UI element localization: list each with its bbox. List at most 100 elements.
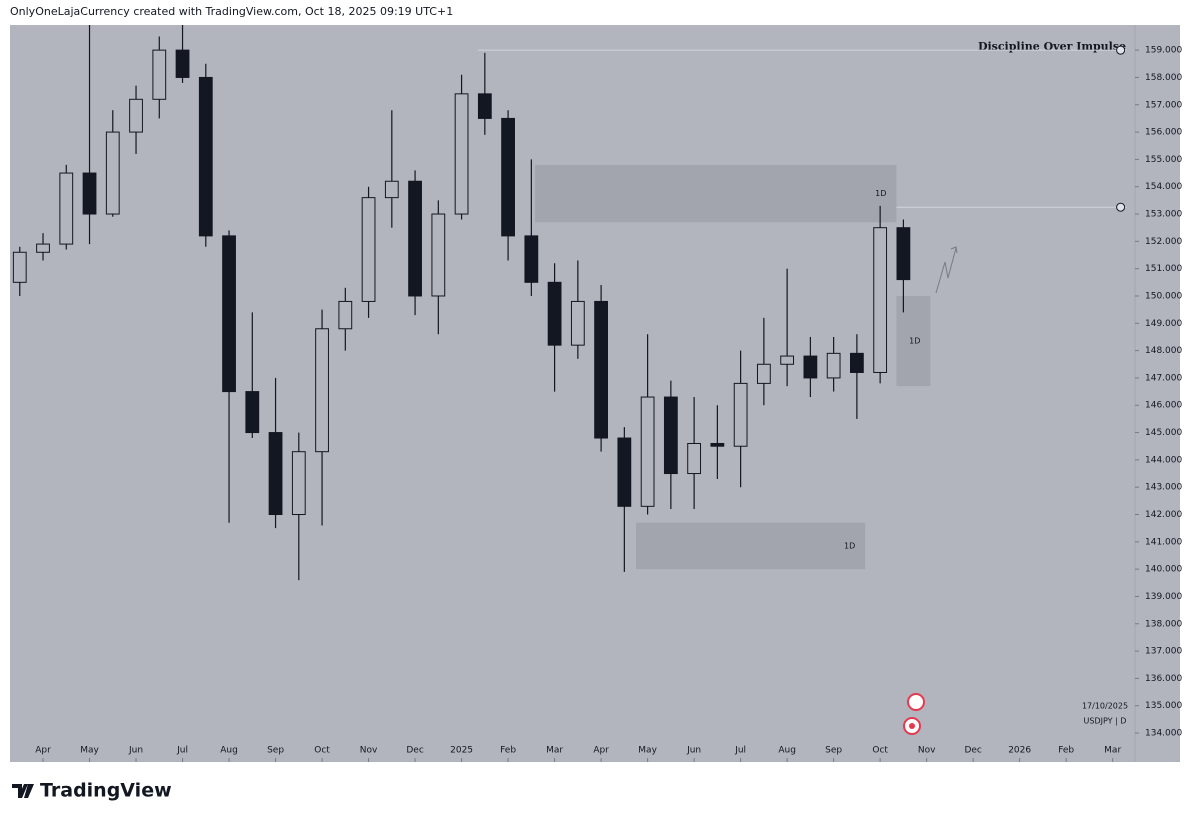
candle-body <box>431 213 446 297</box>
candle-body <box>129 98 143 133</box>
x-tick-label: Sep <box>825 746 842 756</box>
x-tick-label: Jun <box>128 746 143 756</box>
candle-body <box>268 432 283 516</box>
y-tick-label: 136.000 <box>1145 674 1182 684</box>
zone-label: 1D <box>844 541 855 550</box>
x-tick-label: May <box>638 746 657 756</box>
y-tick-label: 158.000 <box>1145 73 1182 83</box>
x-tick-label: May <box>80 746 99 756</box>
candle-body <box>501 117 515 237</box>
x-tick-label: Mar <box>1104 746 1121 756</box>
x-tick-label: Oct <box>314 746 330 756</box>
y-tick-label: 137.000 <box>1145 647 1182 657</box>
x-tick-label: 2025 <box>450 746 473 756</box>
logo-mark <box>12 784 34 798</box>
x-tick-label: Nov <box>360 746 378 756</box>
y-tick-label: 148.000 <box>1145 346 1182 356</box>
logo: TradingView <box>12 780 172 802</box>
y-tick-label: 142.000 <box>1145 510 1182 520</box>
header: OnlyOneLajaCurrency created with Trading… <box>10 5 453 18</box>
candle-body <box>687 442 702 475</box>
y-tick-label: 139.000 <box>1145 592 1182 602</box>
y-tick-label: 143.000 <box>1145 483 1182 493</box>
x-tick-label: Dec <box>406 746 423 756</box>
y-tick-label: 150.000 <box>1145 291 1182 301</box>
candle-body <box>12 251 27 283</box>
x-tick-label: Apr <box>35 746 51 756</box>
candle-body <box>152 49 167 100</box>
y-tick-label: 141.000 <box>1145 537 1182 547</box>
y-tick-label: 155.000 <box>1145 155 1182 165</box>
y-tick-label: 159.000 <box>1145 46 1182 56</box>
y-tick-label: 149.000 <box>1145 319 1182 329</box>
plot: 1D 1D 1D <box>12 25 1127 581</box>
chart-title: Discipline Over Impulse <box>978 40 1126 53</box>
zone <box>896 295 931 387</box>
candle-body <box>291 451 306 516</box>
candle-body <box>756 363 771 384</box>
x-tick-label: Aug <box>220 746 238 756</box>
candle-body <box>408 180 422 297</box>
x-tick-label: Jul <box>734 746 746 756</box>
candle-body <box>617 437 632 507</box>
candle-body <box>640 396 655 507</box>
y-tick-label: 146.000 <box>1145 401 1182 411</box>
candle-body <box>873 227 888 373</box>
candle-body <box>315 328 329 453</box>
symbol-label: USDJPY | D <box>1084 717 1127 726</box>
y-tick-label: 138.000 <box>1145 619 1182 629</box>
candle-body <box>547 281 562 346</box>
zone <box>535 164 897 223</box>
candle-body <box>59 172 74 245</box>
y-tick-label: 140.000 <box>1145 565 1182 575</box>
x-tick-label: Mar <box>546 746 563 756</box>
logo-text: TradingView <box>40 780 172 802</box>
zone <box>635 522 866 570</box>
candle-body <box>175 49 190 78</box>
y-tick-label: 154.000 <box>1145 182 1182 192</box>
candle-body <box>105 131 120 215</box>
candle-body <box>733 382 748 447</box>
x-tick-label: Apr <box>593 746 609 756</box>
candle-body <box>896 227 911 281</box>
candle-body <box>780 355 795 365</box>
x-tick-label: Jun <box>686 746 701 756</box>
candle-body <box>338 300 353 330</box>
x-tick-label: Oct <box>872 746 888 756</box>
candle-body <box>222 235 236 393</box>
x-tick-label: 2026 <box>1008 746 1031 756</box>
x-tick-label: Dec <box>964 746 981 756</box>
x-tick-label: Feb <box>500 746 516 756</box>
date-label: 17/10/2025 <box>1082 702 1128 711</box>
flag-icon <box>909 723 915 729</box>
level-icon <box>1116 45 1126 55</box>
candle-body <box>594 300 608 439</box>
zone-label: 1D <box>875 189 886 198</box>
candle-body <box>524 235 539 283</box>
candle-body <box>477 93 492 119</box>
candle-body <box>82 172 97 215</box>
y-tick-label: 145.000 <box>1145 428 1182 438</box>
y-tick-label: 144.000 <box>1145 455 1182 465</box>
candle-body <box>570 300 585 346</box>
x-tick-label: Feb <box>1058 746 1074 756</box>
y-tick-label: 135.000 <box>1145 701 1182 711</box>
x-tick-label: Sep <box>267 746 284 756</box>
arrow-drawing <box>935 246 958 294</box>
x-tick-label: Aug <box>778 746 796 756</box>
y-tick-label: 156.000 <box>1145 128 1182 138</box>
candle-body <box>198 76 213 237</box>
candle-body <box>663 396 678 475</box>
y-tick-label: 152.000 <box>1145 237 1182 247</box>
candle-body <box>36 243 50 253</box>
x-tick-label: Jul <box>176 746 188 756</box>
y-tick-label: 157.000 <box>1145 100 1182 110</box>
level-icon <box>1116 202 1126 212</box>
y-tick-label: 151.000 <box>1145 264 1182 274</box>
y-tick-label: 134.000 <box>1145 729 1182 739</box>
y-tick-label: 147.000 <box>1145 373 1182 383</box>
candle-body <box>849 352 864 373</box>
candle-body <box>245 391 260 434</box>
